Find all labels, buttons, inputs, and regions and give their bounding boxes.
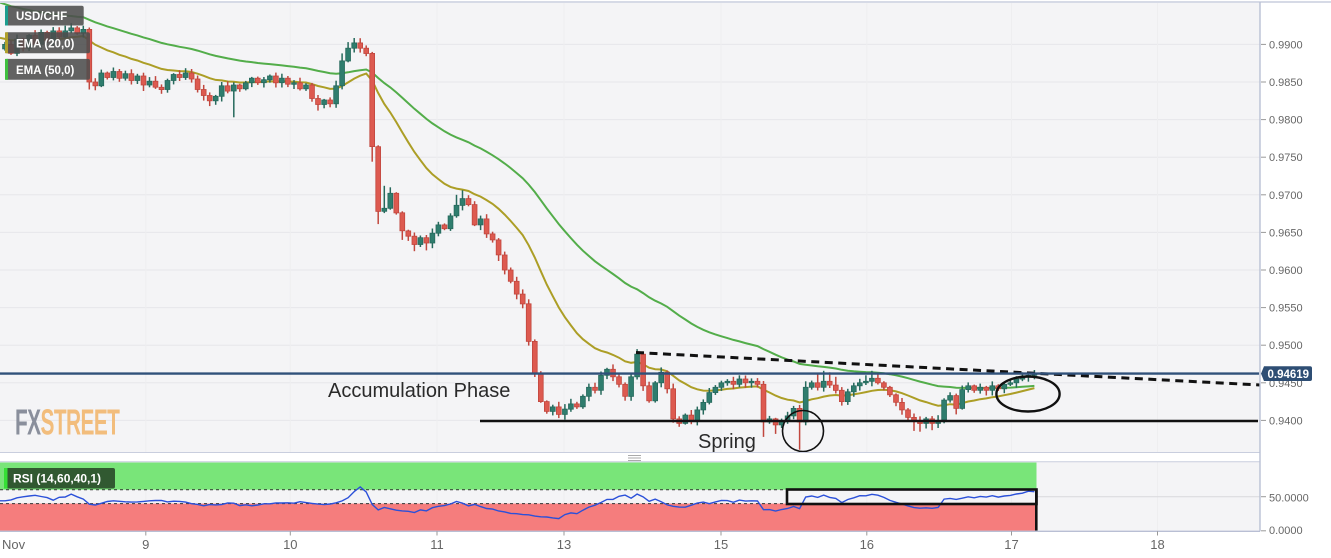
svg-text:0.9650: 0.9650 [1269,227,1303,239]
svg-text:17: 17 [1004,537,1018,552]
svg-text:Nov: Nov [2,537,26,552]
svg-text:0.9550: 0.9550 [1269,303,1303,315]
svg-text:11: 11 [430,537,444,552]
svg-text:FXSTREET: FXSTREET [15,403,120,443]
svg-text:15: 15 [714,537,728,552]
svg-text:10: 10 [283,537,297,552]
svg-text:USD/CHF: USD/CHF [16,11,67,23]
svg-text:0.0000: 0.0000 [1269,525,1303,537]
svg-text:9: 9 [142,537,149,552]
svg-text:0.9700: 0.9700 [1269,190,1303,202]
svg-text:EMA (50,0): EMA (50,0) [16,65,75,77]
svg-text:0.9800: 0.9800 [1269,115,1303,127]
svg-text:RSI (14,60,40,1): RSI (14,60,40,1) [13,472,101,486]
svg-text:0.9400: 0.9400 [1269,415,1303,427]
svg-text:Spring: Spring [698,431,756,453]
svg-text:0.94619: 0.94619 [1268,369,1310,381]
svg-text:0.9750: 0.9750 [1269,152,1303,164]
svg-text:50.0000: 50.0000 [1269,493,1309,505]
svg-text:Accumulation Phase: Accumulation Phase [328,380,510,402]
svg-text:0.9500: 0.9500 [1269,340,1303,352]
svg-text:0.9850: 0.9850 [1269,77,1303,89]
svg-text:0.9600: 0.9600 [1269,265,1303,277]
svg-text:EMA (20,0): EMA (20,0) [16,39,75,51]
svg-text:13: 13 [557,537,571,552]
svg-text:0.9900: 0.9900 [1269,39,1303,51]
svg-text:16: 16 [860,537,874,552]
svg-text:18: 18 [1150,537,1164,552]
